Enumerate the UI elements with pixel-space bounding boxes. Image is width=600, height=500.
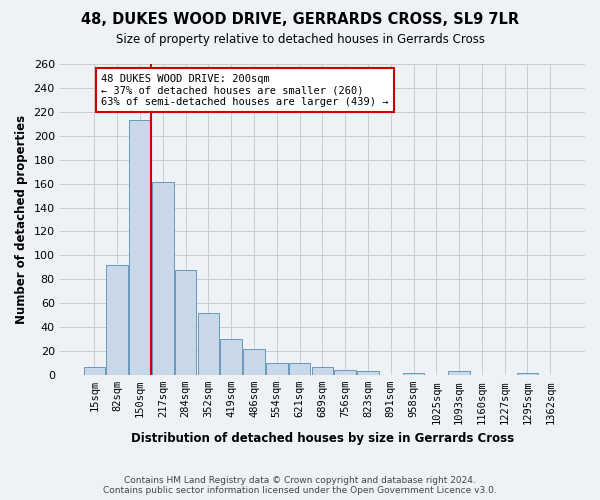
Bar	[220, 339, 242, 375]
Bar	[517, 372, 538, 375]
Text: Contains HM Land Registry data © Crown copyright and database right 2024.
Contai: Contains HM Land Registry data © Crown c…	[103, 476, 497, 495]
Bar	[129, 120, 151, 375]
Text: Size of property relative to detached houses in Gerrards Cross: Size of property relative to detached ho…	[115, 32, 485, 46]
Bar	[83, 366, 105, 375]
Bar	[266, 363, 287, 375]
Bar	[152, 182, 173, 375]
Bar	[289, 363, 310, 375]
Bar	[403, 372, 424, 375]
Bar	[197, 313, 219, 375]
Bar	[175, 270, 196, 375]
Text: 48, DUKES WOOD DRIVE, GERRARDS CROSS, SL9 7LR: 48, DUKES WOOD DRIVE, GERRARDS CROSS, SL…	[81, 12, 519, 28]
Y-axis label: Number of detached properties: Number of detached properties	[15, 115, 28, 324]
Bar	[334, 370, 356, 375]
Bar	[106, 265, 128, 375]
Bar	[243, 348, 265, 375]
Bar	[448, 372, 470, 375]
Bar	[357, 372, 379, 375]
Text: 48 DUKES WOOD DRIVE: 200sqm
← 37% of detached houses are smaller (260)
63% of se: 48 DUKES WOOD DRIVE: 200sqm ← 37% of det…	[101, 74, 389, 107]
X-axis label: Distribution of detached houses by size in Gerrards Cross: Distribution of detached houses by size …	[131, 432, 514, 445]
Bar	[311, 366, 333, 375]
